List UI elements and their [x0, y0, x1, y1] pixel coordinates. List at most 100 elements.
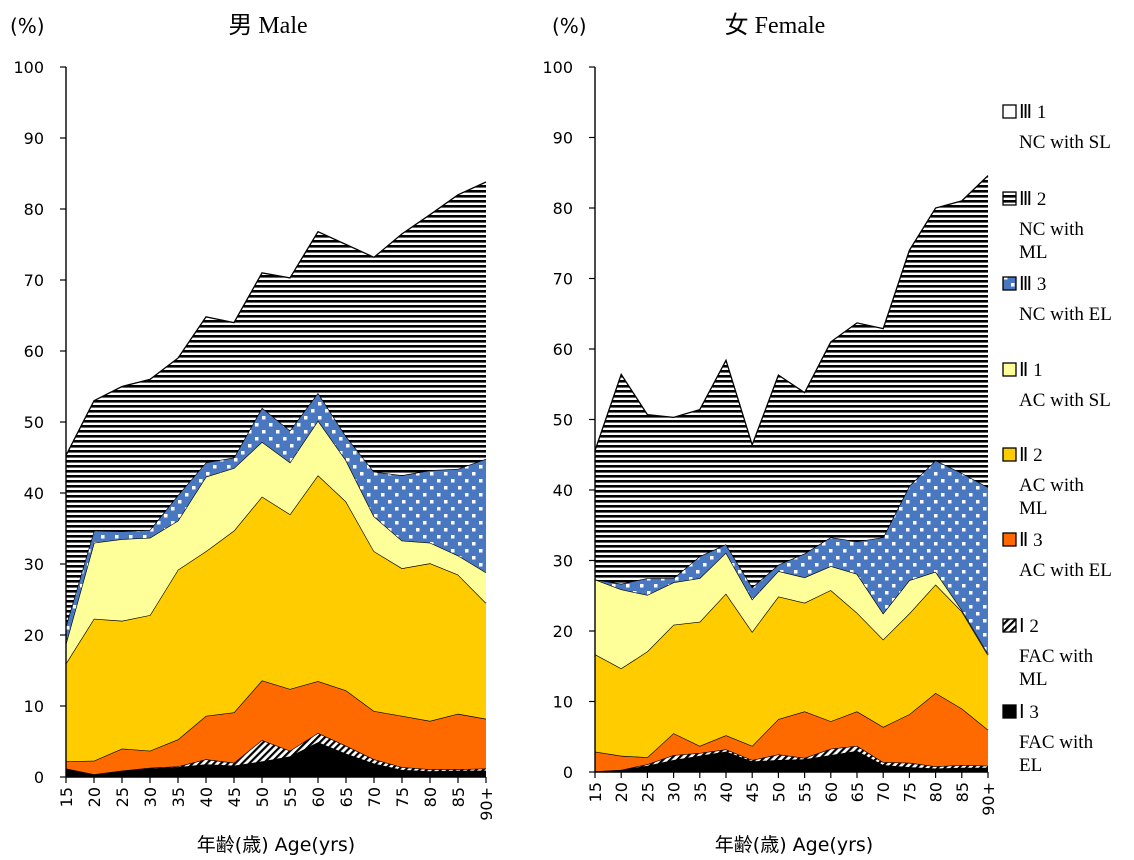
x-tick-label: 35 — [169, 787, 188, 807]
series-boundary-line — [65, 181, 487, 456]
legend-symbol: Ⅲ 2 — [1019, 189, 1046, 210]
y-tick-label: 40 — [553, 481, 573, 500]
y-tick-label: 40 — [24, 484, 44, 503]
x-tick-label: 20 — [85, 787, 104, 807]
area-series — [66, 680, 486, 775]
legend-swatch — [1002, 276, 1017, 291]
x-tick-label: 55 — [796, 782, 815, 802]
y-tick-label: 30 — [24, 555, 44, 574]
y-tick-label: 100 — [13, 58, 44, 77]
area-series — [595, 175, 988, 588]
area-series — [595, 552, 988, 669]
legend-label: AC with EL — [1019, 560, 1112, 581]
legend-label: AC with — [1019, 475, 1084, 496]
legend-label: EL — [1019, 755, 1042, 776]
y-tick-label: 60 — [24, 342, 44, 361]
x-tick-label: 40 — [197, 787, 216, 807]
area-series — [66, 475, 486, 762]
y-tick-label: 30 — [553, 552, 573, 571]
legend-swatch — [1002, 447, 1017, 462]
chart-title: 女 Female — [725, 12, 826, 39]
series-boundary-line — [65, 419, 487, 644]
x-tick-label: 50 — [253, 787, 272, 807]
x-tick-label: 65 — [848, 782, 867, 802]
male-chart: (%) 男 Male 0 10 20 30 40 50 60 70 80 90 100 15 20 25 3… — [10, 13, 496, 856]
area-series — [66, 420, 486, 664]
legend-swatch — [1002, 362, 1017, 377]
x-tick-label: 25 — [113, 787, 132, 807]
x-tick-label: 65 — [337, 787, 356, 807]
legend-symbol: Ⅲ 3 — [1019, 274, 1046, 295]
y-unit-label: (%) — [552, 14, 587, 38]
x-tick-label: 85 — [953, 782, 972, 802]
x-tick-label: 35 — [691, 782, 710, 802]
legend-item: Ⅱ 3 AC with EL — [1002, 530, 1112, 581]
y-tick-label: 0 — [563, 763, 573, 782]
legend-symbol: Ⅱ 3 — [1019, 530, 1043, 551]
legend-label: ML — [1019, 498, 1048, 519]
area-series — [595, 745, 988, 772]
legend-label: ML — [1019, 242, 1048, 263]
series-boundary-line — [65, 732, 487, 775]
x-tick-label: 25 — [638, 782, 657, 802]
legend-item: Ⅲ 1 NC with SL — [1002, 102, 1111, 153]
legend-symbol: Ⅲ 1 — [1019, 102, 1046, 123]
legend-symbol: Ⅱ 1 — [1019, 360, 1043, 381]
y-tick-label: 10 — [553, 693, 573, 712]
area-series — [595, 750, 988, 772]
legend-label: NC with EL — [1019, 304, 1112, 325]
y-tick-label: 10 — [24, 697, 44, 716]
legend-symbol: Ⅰ 3 — [1019, 702, 1039, 723]
y-tick-label: 20 — [553, 622, 573, 641]
legend-swatch — [1002, 532, 1017, 547]
area-series — [595, 693, 988, 772]
y-tick-label: 70 — [553, 270, 573, 289]
legend-label: FAC with — [1019, 646, 1094, 667]
legend-item: Ⅲ 3 NC with EL — [1002, 274, 1112, 325]
x-tick-label: 50 — [769, 782, 788, 802]
x-tick-label: 55 — [281, 787, 300, 807]
y-tick-label: 0 — [34, 768, 44, 787]
x-tick-label: 80 — [927, 782, 946, 802]
x-tick-label: 15 — [57, 787, 76, 807]
legend-label: AC with SL — [1019, 390, 1111, 411]
area-series — [66, 733, 486, 775]
y-tick-label: 50 — [553, 411, 573, 430]
x-tick-label: 80 — [421, 787, 440, 807]
plot-area: 0 10 20 30 40 50 60 70 80 90 100 15 20 25 30 35 40 45 50 55… — [542, 58, 998, 816]
x-tick-label: 60 — [309, 787, 328, 807]
series-boundary-line — [594, 175, 989, 451]
legend-label: NC with SL — [1019, 132, 1111, 153]
x-tick-label: 70 — [874, 782, 893, 802]
x-tick-label: 45 — [743, 782, 762, 802]
x-tick-label: 90+ — [979, 782, 998, 816]
legend-label: NC with — [1019, 219, 1084, 240]
x-tick-label: 15 — [586, 782, 605, 802]
chart-title: 男 Male — [228, 13, 307, 39]
x-tick-label: 60 — [822, 782, 841, 802]
y-tick-label: 90 — [24, 129, 44, 148]
x-tick-label: 30 — [141, 787, 160, 807]
x-tick-label: 20 — [612, 782, 631, 802]
legend-symbol: Ⅱ 2 — [1019, 445, 1043, 466]
y-tick-label: 60 — [553, 340, 573, 359]
area-series — [66, 742, 486, 777]
y-tick-label: 80 — [24, 200, 44, 219]
x-axis-label: 年齢(歳) Age(yrs) — [197, 834, 355, 856]
y-tick-label: 80 — [553, 199, 573, 218]
area-series — [595, 584, 988, 758]
area-series — [66, 392, 486, 644]
female-chart: (%) 女 Female 0 10 20 30 40 50 60 70 80 90 100 15 20 2… — [542, 12, 998, 856]
legend-symbol: Ⅰ 2 — [1019, 616, 1039, 637]
legend-swatch — [1002, 191, 1017, 206]
y-tick-label: 20 — [24, 626, 44, 645]
legend-swatch — [1002, 618, 1017, 633]
y-tick-label: 100 — [542, 58, 573, 77]
legend-item: Ⅱ 1 AC with SL — [1002, 360, 1111, 411]
x-tick-label: 85 — [449, 787, 468, 807]
